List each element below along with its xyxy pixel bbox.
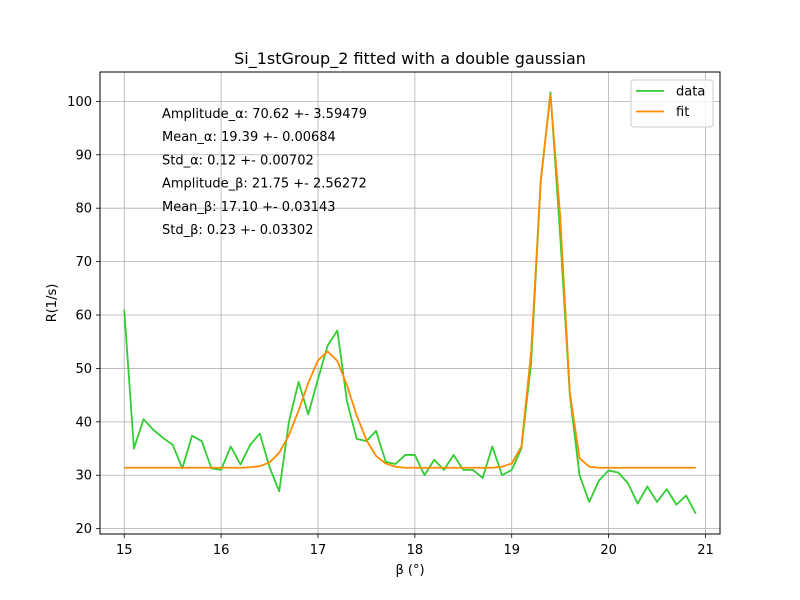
y-tick-label: 20 [75, 522, 92, 537]
x-tick-label: 19 [503, 543, 520, 558]
series-line-data [123, 91, 697, 515]
fit-parameter-annotation: Mean_β: 17.10 +- 0.03143 [162, 200, 336, 215]
y-axis-label: R(1/s) [45, 284, 60, 323]
fit-parameter-annotation: Std_β: 0.23 +- 0.03302 [162, 223, 313, 238]
fit-parameter-annotation: Std_α: 0.12 +- 0.00702 [162, 153, 314, 168]
plot-area [100, 72, 720, 534]
fit-parameter-annotation: Amplitude_β: 21.75 +- 2.56272 [162, 177, 367, 192]
chart-title: Si_1stGroup_2 fitted with a double gauss… [234, 49, 586, 69]
x-axis-label: β (°) [395, 563, 424, 578]
y-tick-label: 50 [75, 362, 92, 377]
y-tick-label: 90 [75, 148, 92, 163]
x-tick-label: 20 [600, 543, 617, 558]
fit-parameter-annotation: Amplitude_α: 70.62 +- 3.59479 [162, 107, 367, 122]
y-tick-label: 60 [75, 309, 92, 324]
legend-label-fit: fit [676, 105, 689, 120]
ticks: 15 16 17 18 19 20 21 20 30 40 50 60 70 80 90 100 [67, 95, 714, 558]
y-tick-label: 70 [75, 255, 92, 270]
x-tick-label: 16 [213, 543, 230, 558]
y-tick-label: 100 [67, 95, 92, 110]
x-tick-label: 21 [697, 543, 714, 558]
grid [100, 72, 720, 534]
series-line-fit [124, 94, 696, 469]
x-tick-label: 18 [407, 543, 424, 558]
x-tick-label: 15 [116, 543, 133, 558]
legend-label-data: data [676, 85, 705, 100]
x-tick-label: 17 [310, 543, 327, 558]
plot-frame [99, 71, 721, 535]
legend: data fit [630, 79, 714, 128]
fit-parameter-annotation: Mean_α: 19.39 +- 0.00684 [162, 130, 336, 145]
annotations: Amplitude_α: 70.62 +- 3.59479 Mean_α: 19.… [162, 107, 367, 238]
series-layer [123, 91, 697, 515]
y-tick-label: 40 [75, 415, 92, 430]
y-tick-label: 80 [75, 202, 92, 217]
y-tick-label: 30 [75, 469, 92, 484]
